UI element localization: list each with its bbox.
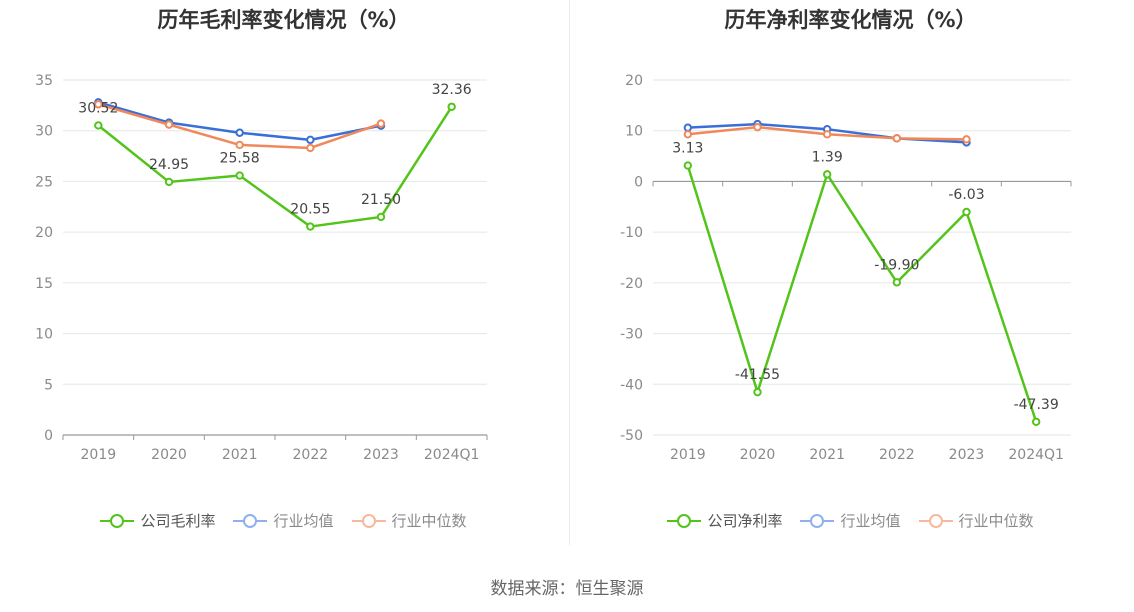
x-tick-label: 2019 <box>670 447 706 463</box>
legend-marker-icon <box>800 513 835 528</box>
legend-marker-icon <box>918 513 953 528</box>
data-point <box>683 123 693 132</box>
data-source-note: 数据来源：恒生聚源 <box>490 579 644 599</box>
data-point <box>94 100 103 109</box>
data-point <box>962 135 971 144</box>
data-label: 21.50 <box>361 192 401 208</box>
data-label: 32.36 <box>432 82 472 98</box>
x-tick-label: 2019 <box>81 447 117 463</box>
data-point <box>683 130 693 139</box>
y-tick-label: 35 <box>35 73 53 89</box>
data-point <box>753 387 762 397</box>
legend-company-net-margin[interactable]: 公司净利率 <box>667 510 782 531</box>
data-point <box>235 128 244 137</box>
y-tick-label: 10 <box>625 124 643 140</box>
legend-marker-icon <box>233 513 268 528</box>
data-label: 3.13 <box>672 141 703 157</box>
x-tick-label: 2023 <box>363 447 399 463</box>
y-tick-label: -10 <box>620 225 643 241</box>
legend-label: 行业中位数 <box>391 512 467 530</box>
y-tick-label: 15 <box>35 276 53 292</box>
data-label: 24.95 <box>149 157 189 173</box>
data-point <box>94 121 103 130</box>
gross-margin-chart: 历年毛利率变化情况（%） 0 5 10 15 20 25 30 35 2019 2020 2021 2… <box>0 0 567 560</box>
data-point <box>892 134 902 143</box>
data-point <box>822 170 832 179</box>
y-tick-label: -20 <box>620 276 643 292</box>
data-label: -47.39 <box>1014 397 1059 413</box>
x-tick-label: 2023 <box>949 447 985 463</box>
x-tick-label: 2022 <box>293 447 329 463</box>
data-point <box>376 119 386 128</box>
y-tick-label: -50 <box>620 428 643 444</box>
net-margin-legend: 公司净利率 行业均值 行业中位数 <box>567 510 1134 531</box>
data-label: 20.55 <box>290 202 330 218</box>
y-tick-label: 10 <box>35 327 53 343</box>
y-tick-label: 0 <box>634 174 643 190</box>
data-label: -6.03 <box>948 187 984 203</box>
data-point <box>892 278 902 287</box>
data-point <box>306 135 315 145</box>
y-tick-label: 0 <box>44 428 53 444</box>
x-tick-label: 2020 <box>740 447 776 463</box>
gross-margin-chart-title: 历年毛利率变化情况（%） <box>157 8 410 32</box>
data-point <box>962 207 971 217</box>
legend-marker-icon <box>667 513 702 528</box>
data-point <box>376 212 386 222</box>
data-label: 25.58 <box>220 151 260 167</box>
series-line <box>97 106 453 228</box>
legend-label: 公司毛利率 <box>140 512 216 530</box>
data-point <box>235 140 244 150</box>
x-tick-label: 2024Q1 <box>424 447 480 463</box>
data-label: 1.39 <box>812 149 843 165</box>
panel-divider <box>569 0 570 545</box>
data-label: 30.52 <box>78 100 118 116</box>
data-label: -41.55 <box>735 367 780 383</box>
y-tick-label: 20 <box>35 225 53 241</box>
net-margin-plot: -50 -40 -30 -20 -10 0 10 20 2019 2020 2021 2022 2023… <box>620 73 1072 463</box>
legend-label: 行业均值 <box>840 512 901 530</box>
data-point <box>447 102 456 111</box>
gross-margin-plot: 0 5 10 15 20 25 30 35 2019 2020 2021 2022 2023 2024Q1… <box>35 73 488 463</box>
data-point <box>1031 417 1041 426</box>
x-tick-label: 2021 <box>222 447 258 463</box>
series-line <box>686 165 1038 423</box>
legend-company-gross-margin[interactable]: 公司毛利率 <box>100 510 215 531</box>
x-tick-label: 2021 <box>809 447 845 463</box>
data-point <box>164 120 174 129</box>
data-point <box>306 143 315 153</box>
data-point <box>683 161 693 170</box>
legend-marker-icon <box>351 513 386 528</box>
x-tick-label: 2020 <box>151 447 187 463</box>
y-tick-label: 5 <box>44 377 53 393</box>
legend-industry-average[interactable]: 行业均值 <box>233 510 334 531</box>
data-point <box>306 222 315 231</box>
y-tick-label: -40 <box>620 377 643 393</box>
legend-industry-median[interactable]: 行业中位数 <box>918 510 1034 531</box>
y-tick-label: 20 <box>625 73 643 89</box>
net-margin-chart-title: 历年净利率变化情况（%） <box>724 8 977 32</box>
gross-margin-legend: 公司毛利率 行业均值 行业中位数 <box>0 510 567 531</box>
legend-industry-average[interactable]: 行业均值 <box>800 510 901 531</box>
legend-label: 行业均值 <box>273 512 334 530</box>
x-tick-label: 2022 <box>879 447 915 463</box>
data-label: -19.90 <box>874 257 919 273</box>
legend-label: 公司净利率 <box>707 512 783 530</box>
data-point <box>753 122 762 132</box>
legend-marker-icon <box>100 513 135 528</box>
legend-industry-median[interactable]: 行业中位数 <box>351 510 467 531</box>
data-point <box>164 177 174 187</box>
data-point <box>822 130 832 139</box>
x-tick-label: 2024Q1 <box>1008 447 1064 463</box>
net-margin-chart: 历年净利率变化情况（%） -50 -40 -30 -20 -10 0 10 20 2019 202… <box>567 0 1134 560</box>
y-tick-label: 30 <box>35 124 53 140</box>
data-point <box>235 171 244 180</box>
y-tick-label: -30 <box>620 327 643 343</box>
legend-label: 行业中位数 <box>958 512 1034 530</box>
y-tick-label: 25 <box>35 174 53 190</box>
